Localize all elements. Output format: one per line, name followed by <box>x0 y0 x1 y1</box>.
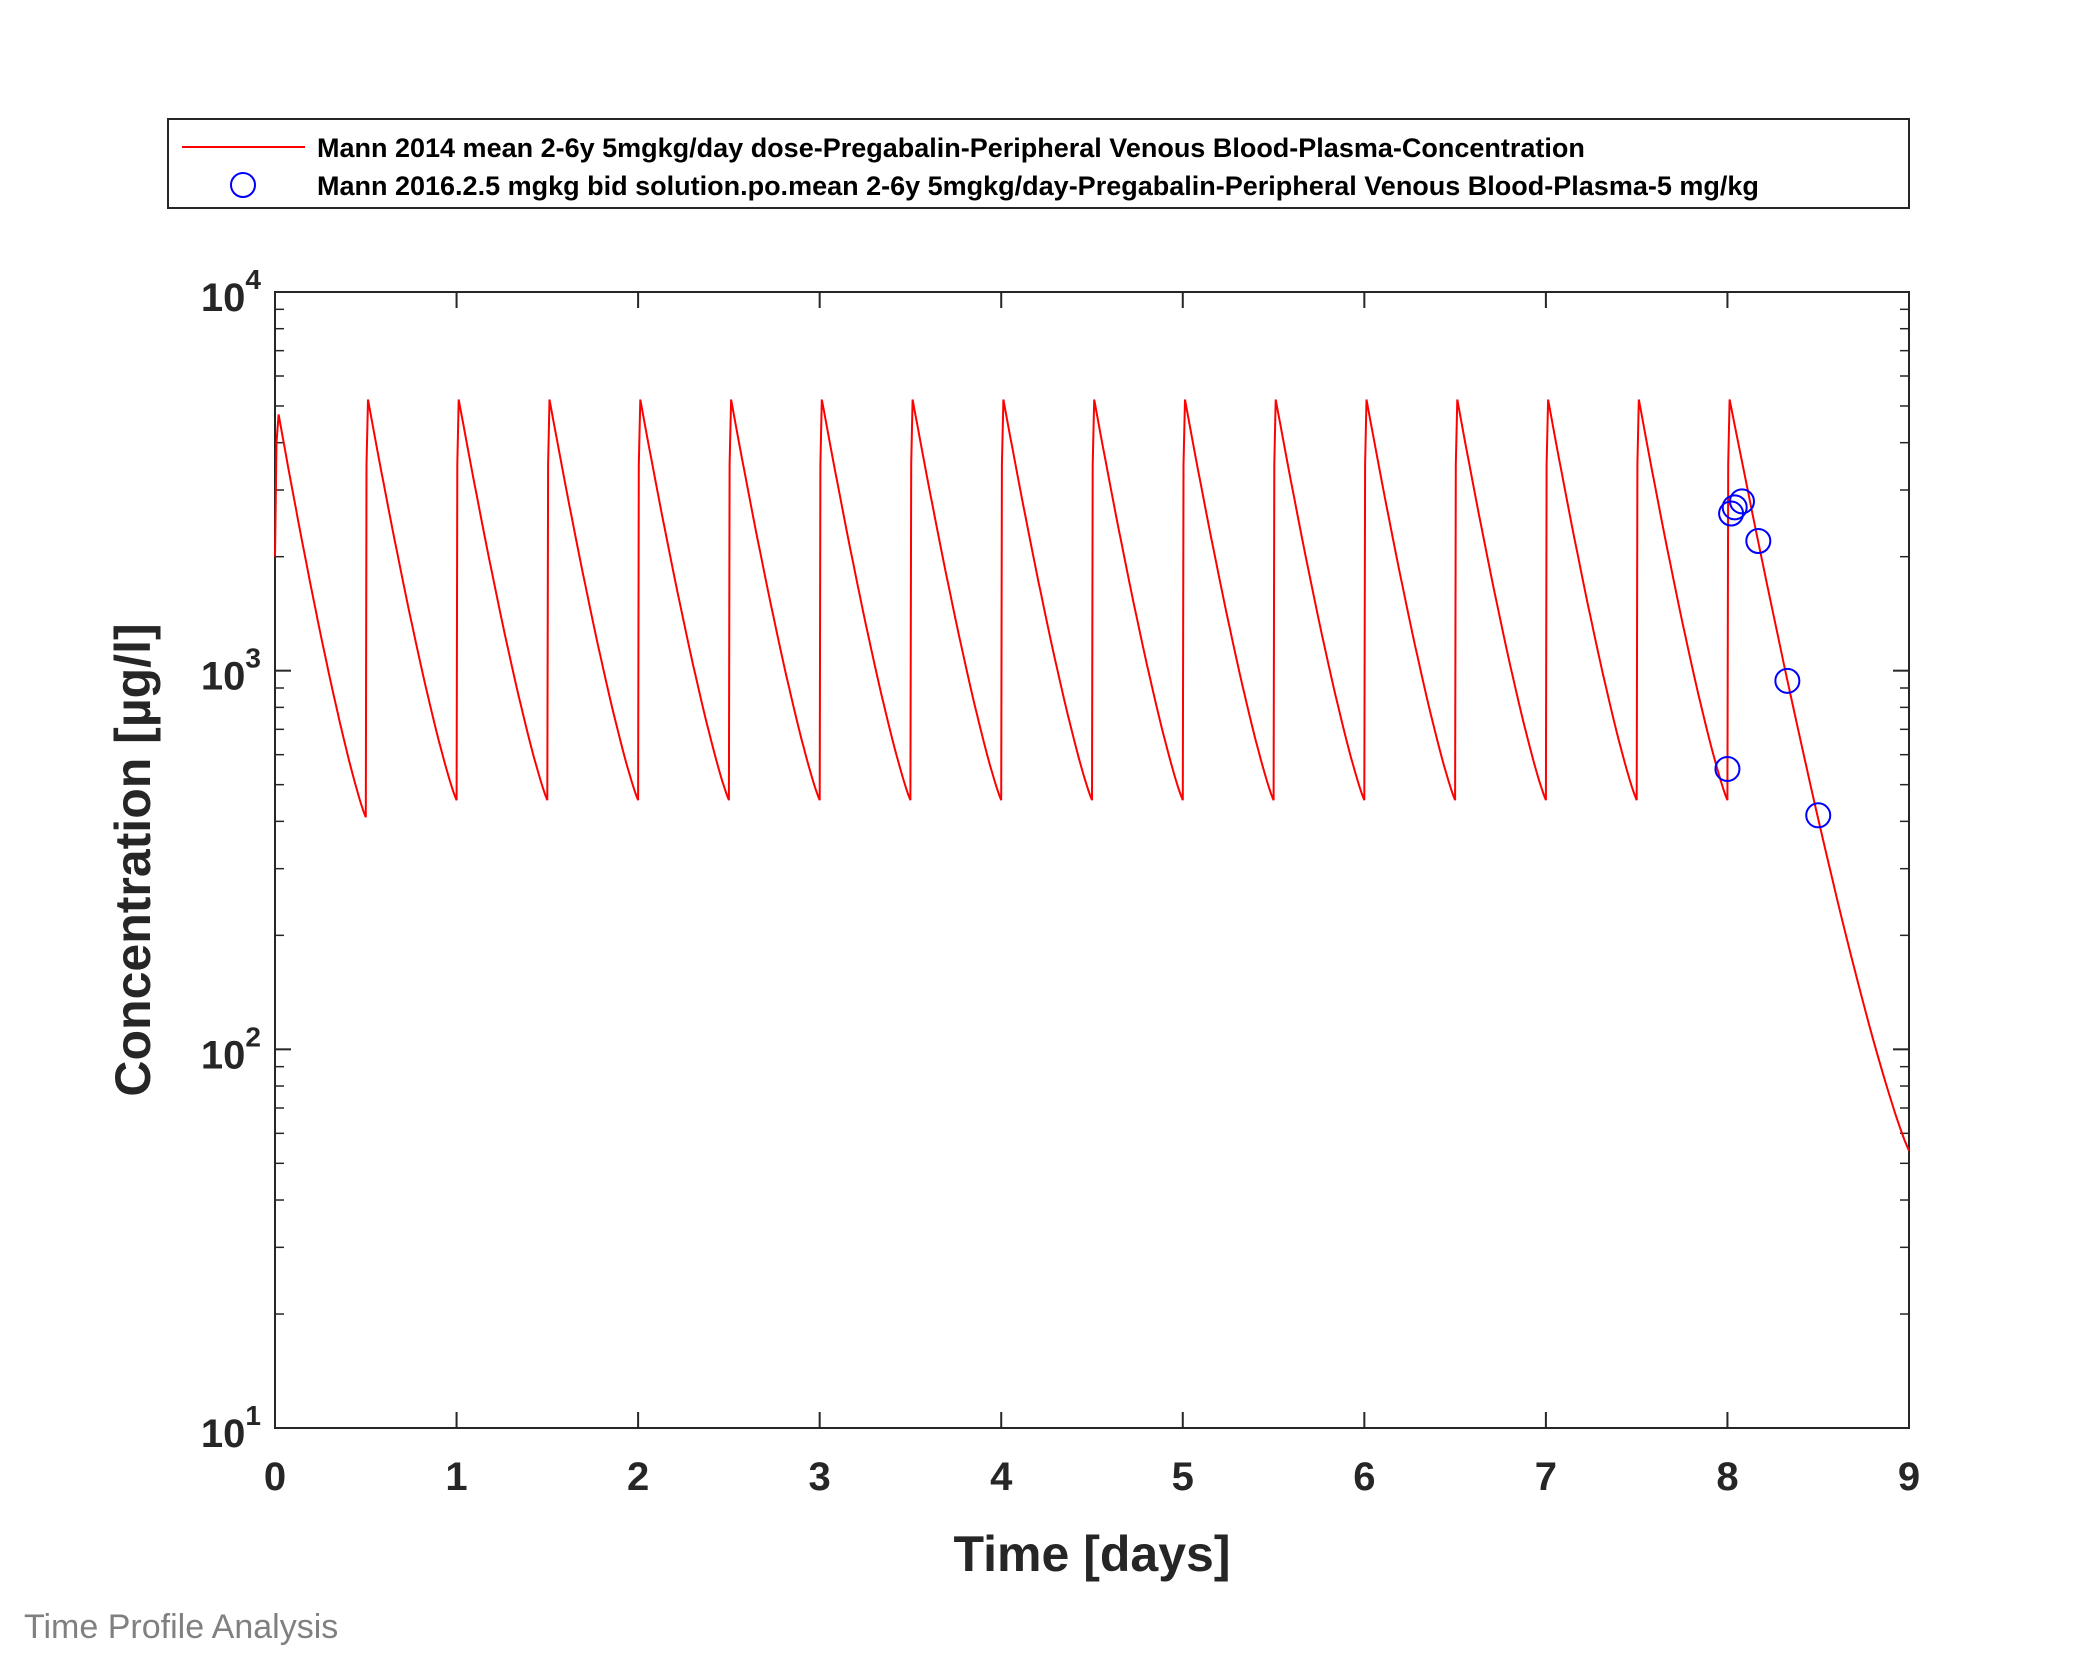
x-tick-label: 6 <box>1353 1455 1375 1499</box>
x-axis-title: Time [days] <box>954 1526 1231 1582</box>
legend-box <box>167 118 1910 209</box>
x-tick-label: 5 <box>1172 1455 1194 1499</box>
y-tick-label: 101 <box>201 1400 261 1456</box>
legend: Mann 2014 mean 2-6y 5mgkg/day dose-Prega… <box>167 118 1910 209</box>
observed-point <box>1774 667 1801 694</box>
y-tick-label: 102 <box>201 1021 261 1077</box>
x-tick-label: 4 <box>990 1455 1013 1499</box>
x-tick-label: 3 <box>809 1455 831 1499</box>
x-tick-label: 7 <box>1535 1455 1557 1499</box>
y-tick-label: 104 <box>201 264 262 320</box>
y-tick-label: 103 <box>201 643 261 699</box>
observed-series <box>1714 488 1832 829</box>
observed-point <box>1728 488 1755 515</box>
y-ticks: 101 102 103 104 <box>201 264 1909 1456</box>
legend-marker-swatch <box>230 172 256 198</box>
observed-point <box>1745 528 1772 555</box>
legend-label-observed: Mann 2016.2.5 mgkg bid solution.po.mean … <box>317 171 1759 201</box>
simulation-series <box>274 399 1910 1152</box>
legend-label-simulation: Mann 2014 mean 2-6y 5mgkg/day dose-Prega… <box>317 133 1585 163</box>
x-tick-label: 1 <box>445 1455 467 1499</box>
x-tick-label: 8 <box>1716 1455 1738 1499</box>
y-axis-title: Concentration [µg/l] <box>105 623 161 1096</box>
x-tick-label: 0 <box>264 1455 286 1499</box>
x-tick-label: 2 <box>627 1455 649 1499</box>
x-ticks: 0 1 2 3 4 5 6 7 8 9 <box>264 292 1920 1499</box>
simulation-line <box>274 399 1910 1152</box>
observed-point <box>1721 494 1748 521</box>
y-minor-ticks <box>275 308 1909 1315</box>
observed-point <box>1714 755 1741 782</box>
observed-point <box>1805 802 1832 829</box>
footer-text: Time Profile Analysis <box>24 1608 339 1646</box>
x-tick-label: 9 <box>1898 1455 1920 1499</box>
